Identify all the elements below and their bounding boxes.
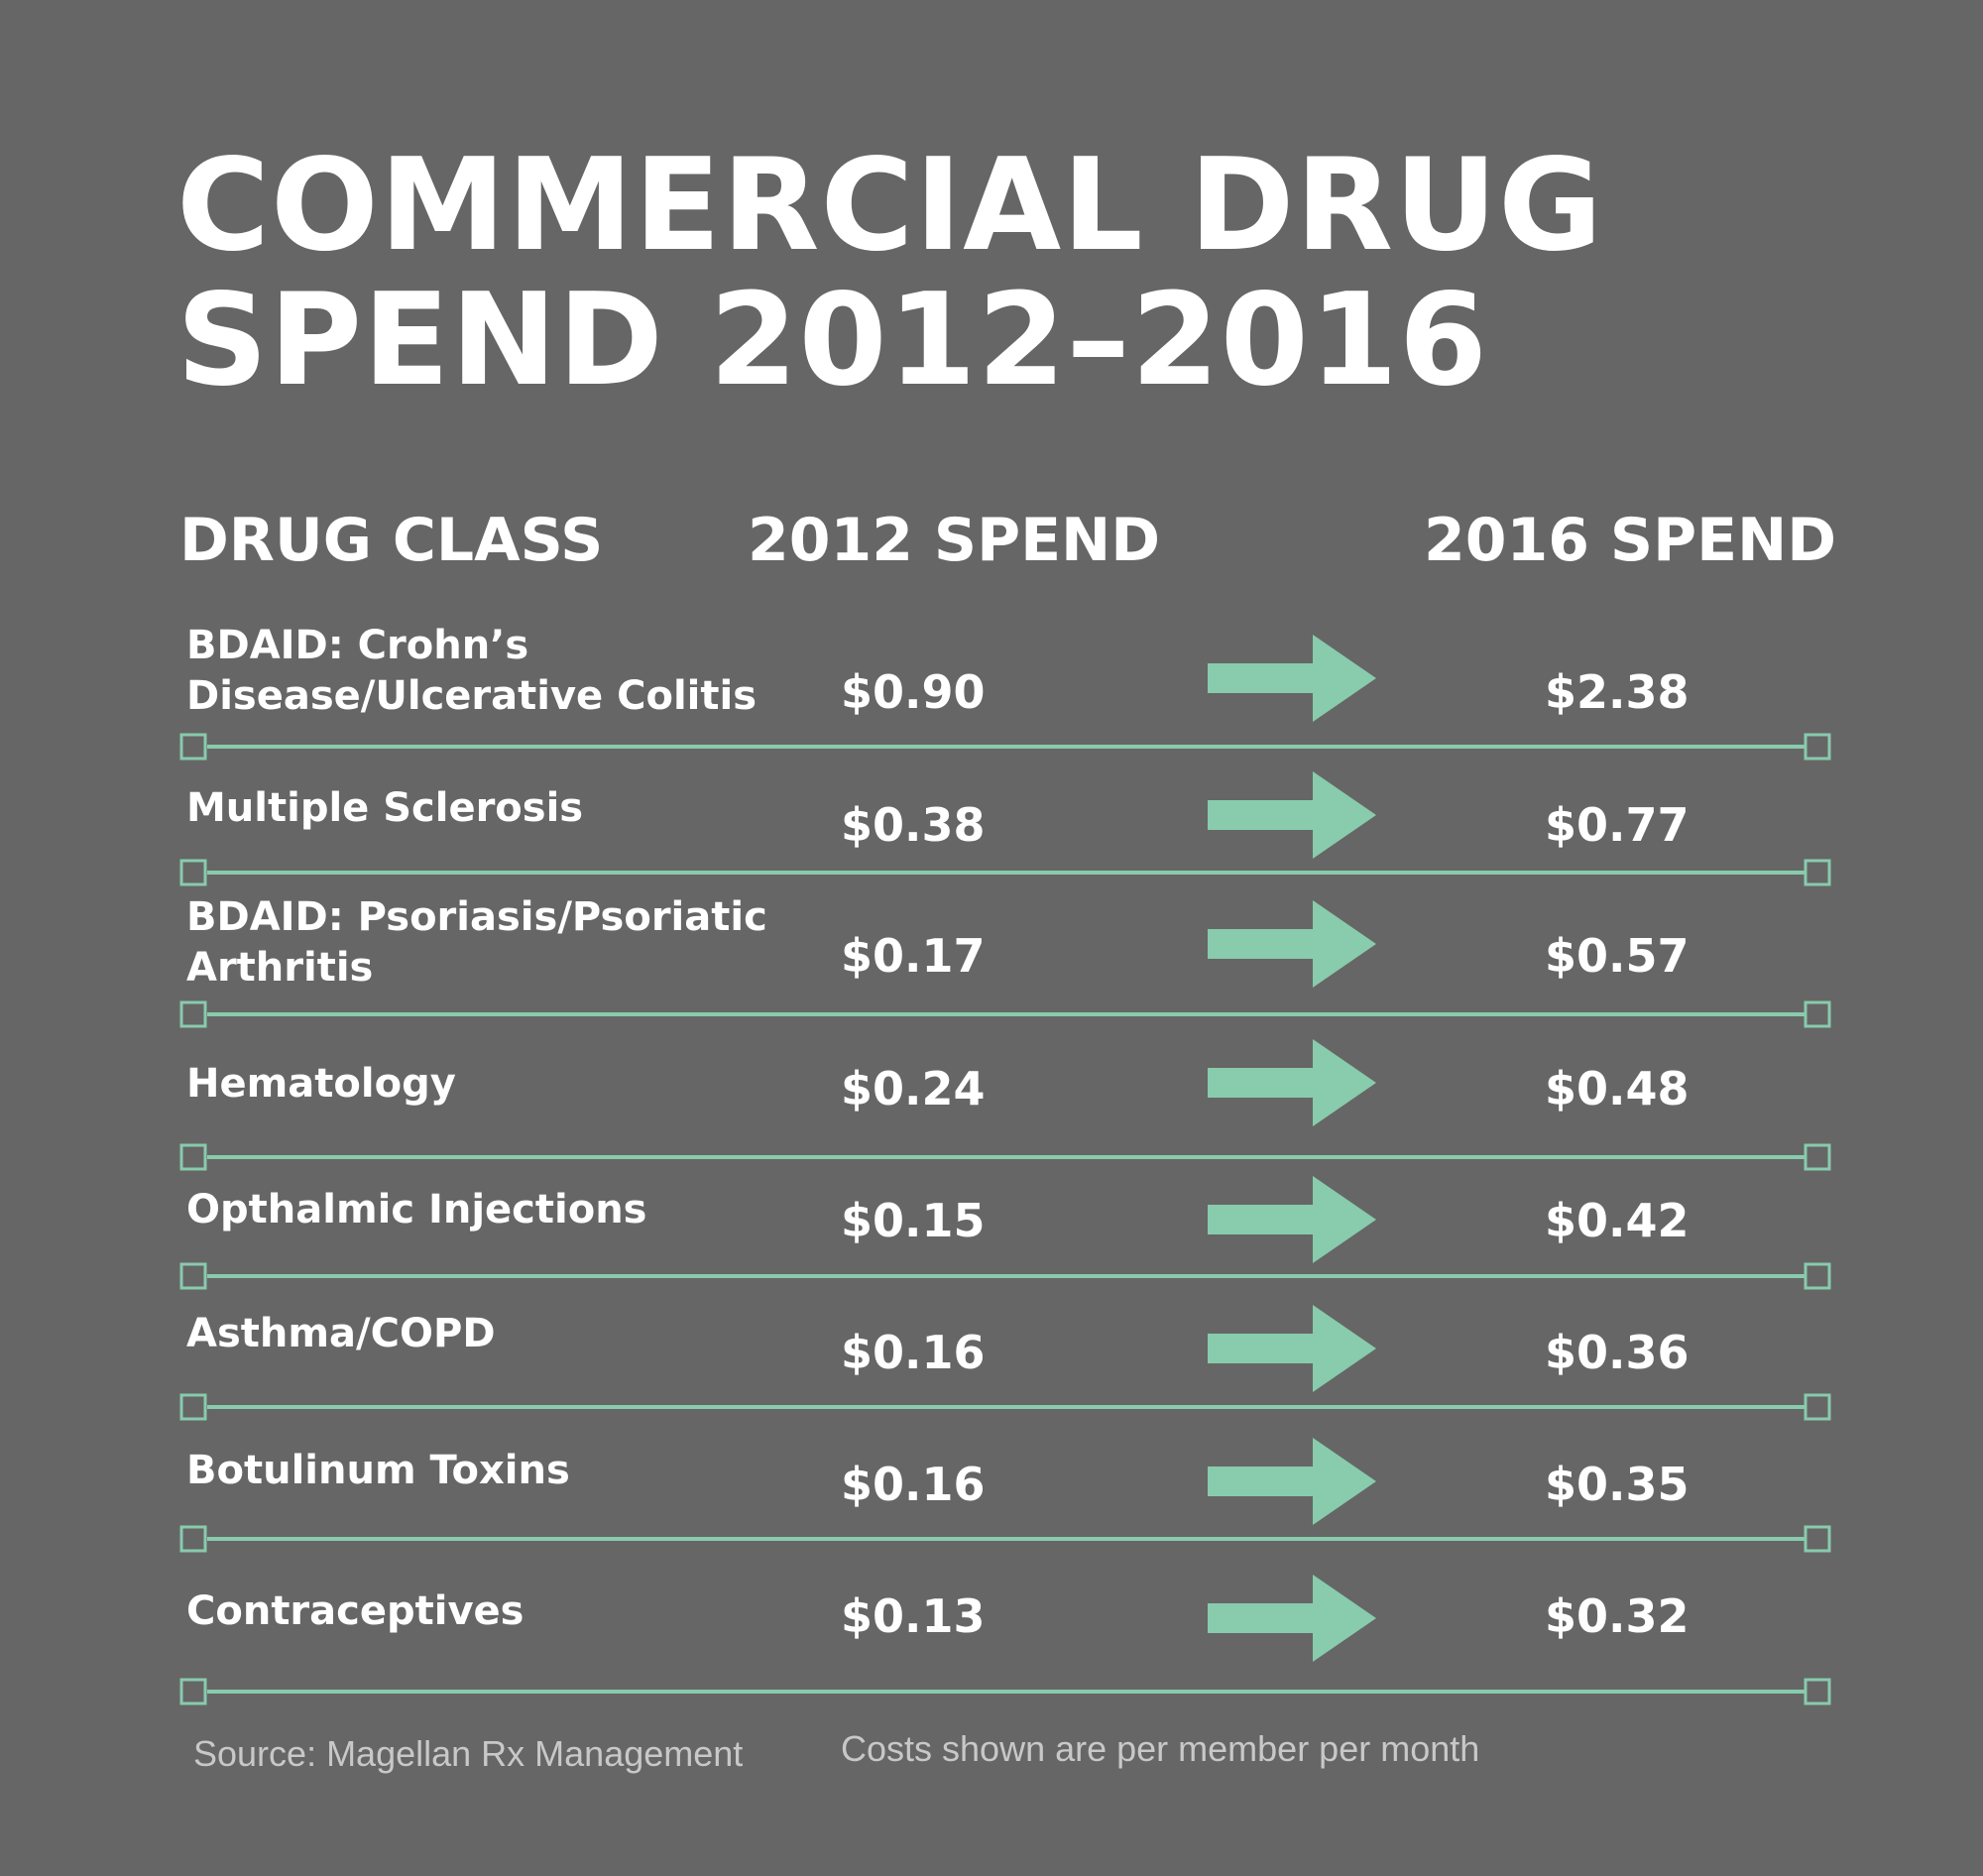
drug-class-label: BDAID: Psoriasis/Psoriatic Arthritis bbox=[186, 892, 767, 994]
drug-class-label: Multiple Sclerosis bbox=[186, 783, 583, 834]
spend-2016-value: $0.57 bbox=[1545, 929, 1690, 983]
drug-class-label: BDAID: Crohn’s Disease/Ulcerative Colitis bbox=[186, 621, 757, 722]
spend-2016-value: $0.77 bbox=[1545, 798, 1690, 852]
row-divider bbox=[179, 859, 1831, 886]
spend-2016-value: $0.48 bbox=[1545, 1062, 1690, 1115]
drug-class-line-1: BDAID: Crohn’s bbox=[186, 623, 529, 668]
drug-class-label: Hematology bbox=[186, 1059, 456, 1110]
right-arrow-icon bbox=[1208, 900, 1376, 988]
row-divider bbox=[179, 1262, 1831, 1290]
row-divider bbox=[179, 733, 1831, 761]
drug-class-line-1: Opthalmic Injections bbox=[186, 1187, 647, 1232]
title-line-1: COMMERCIAL DRUG bbox=[176, 132, 1604, 280]
row-divider bbox=[179, 1000, 1831, 1028]
spend-2016-value: $2.38 bbox=[1545, 665, 1690, 719]
spend-2016-value: $0.42 bbox=[1545, 1194, 1690, 1247]
right-arrow-icon bbox=[1208, 1039, 1376, 1126]
spend-2012-value: $0.16 bbox=[841, 1458, 986, 1511]
right-arrow-icon bbox=[1208, 1575, 1376, 1662]
header-2012-spend: 2012 SPEND bbox=[748, 506, 1161, 575]
drug-class-label: Asthma/COPD bbox=[186, 1309, 496, 1359]
right-arrow-icon bbox=[1208, 1438, 1376, 1525]
row-divider bbox=[179, 1678, 1831, 1705]
spend-2012-value: $0.24 bbox=[841, 1062, 986, 1115]
spend-2012-value: $0.13 bbox=[841, 1589, 986, 1643]
right-arrow-icon bbox=[1208, 1305, 1376, 1392]
page-title: COMMERCIAL DRUG SPEND 2012–2016 bbox=[176, 139, 1603, 409]
row-divider bbox=[179, 1143, 1831, 1171]
drug-class-label: Botulinum Toxins bbox=[186, 1446, 570, 1496]
title-line-2: SPEND 2012–2016 bbox=[176, 267, 1488, 414]
spend-2016-value: $0.35 bbox=[1545, 1458, 1690, 1511]
spend-2012-value: $0.16 bbox=[841, 1326, 986, 1379]
drug-class-line-1: Asthma/COPD bbox=[186, 1311, 496, 1356]
drug-class-line-1: Multiple Sclerosis bbox=[186, 785, 584, 831]
drug-class-line-1: BDAID: Psoriasis/Psoriatic bbox=[186, 894, 767, 940]
spend-2012-value: $0.90 bbox=[841, 665, 986, 719]
row-divider bbox=[179, 1393, 1831, 1421]
spend-2012-value: $0.38 bbox=[841, 798, 986, 852]
drug-class-label: Opthalmic Injections bbox=[186, 1185, 646, 1235]
drug-class-line-1: Hematology bbox=[186, 1061, 456, 1107]
spend-2012-value: $0.17 bbox=[841, 929, 986, 983]
header-drug-class: DRUG CLASS bbox=[179, 506, 604, 575]
header-2016-spend: 2016 SPEND bbox=[1424, 506, 1837, 575]
drug-class-label: Contraceptives bbox=[186, 1586, 524, 1637]
cost-note: Costs shown are per member per month bbox=[841, 1728, 1480, 1769]
right-arrow-icon bbox=[1208, 635, 1376, 722]
spend-2016-value: $0.32 bbox=[1545, 1589, 1690, 1643]
right-arrow-icon bbox=[1208, 1176, 1376, 1263]
row-divider bbox=[179, 1525, 1831, 1553]
spend-2016-value: $0.36 bbox=[1545, 1326, 1690, 1379]
drug-class-line-1: Contraceptives bbox=[186, 1588, 525, 1634]
source-note: Source: Magellan Rx Management bbox=[193, 1733, 744, 1774]
spend-2012-value: $0.15 bbox=[841, 1194, 986, 1247]
drug-class-line-2: Disease/Ulcerative Colitis bbox=[186, 673, 757, 719]
right-arrow-icon bbox=[1208, 771, 1376, 859]
drug-class-line-2: Arthritis bbox=[186, 945, 374, 991]
drug-class-line-1: Botulinum Toxins bbox=[186, 1448, 570, 1493]
